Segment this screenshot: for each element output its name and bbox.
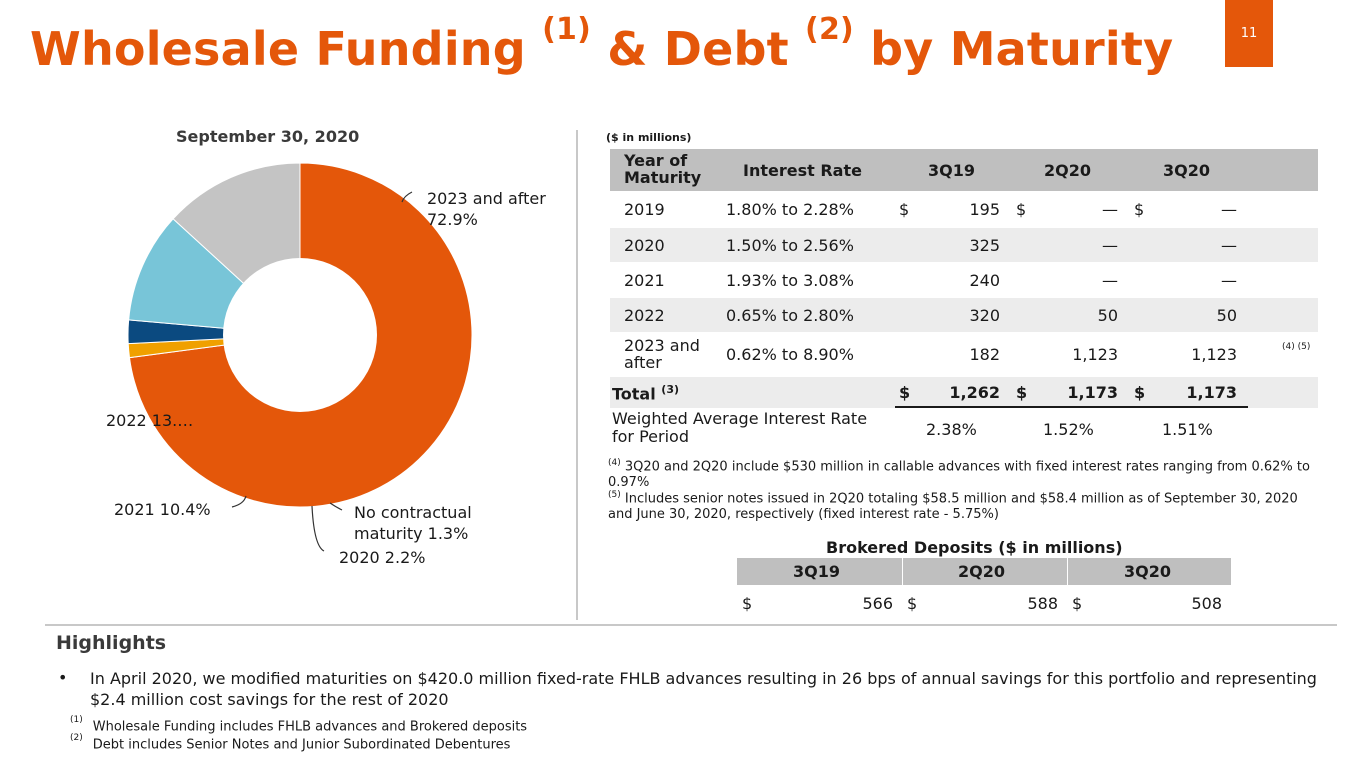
brokered-deposits-title: Brokered Deposits ($ in millions) [826,538,1123,557]
brokered-3q20: 508 [1191,594,1222,613]
header-interest-rate: Interest Rate [743,161,862,180]
cell-dollar: $ [1016,200,1027,219]
table-row: 2023 and after 0.62% to 8.90% 182 1,123 1… [610,332,1318,377]
total-label: Total (3) [612,383,680,404]
horizontal-divider [45,624,1337,626]
weighted-label: Weighted Average Interest Rate for Period [612,409,868,446]
footnote-1: (1) Wholesale Funding includes FHLB advan… [70,715,528,735]
leader-line-no-maturity [329,502,343,511]
cell-2q20: — [1102,200,1118,219]
brokered-row: $ 566 $ 588 $ 508 [737,590,1231,616]
cell-dollar: $ [742,594,753,613]
page-title: Wholesale Funding (1) & Debt (2) by Matu… [30,12,1174,76]
cell-year: 2019 [624,200,665,219]
total-3q19: 1,262 [949,383,1000,402]
total-row: Total (3) $ 1,262 $ 1,173 $ 1,173 [610,377,1318,408]
maturity-table: Year of Maturity Interest Rate 3Q19 2Q20 … [610,149,1318,452]
cell-year: 2020 [624,236,665,255]
highlight-item: In April 2020, we modified maturities on… [90,669,1317,709]
brokered-header: 3Q19 2Q20 3Q20 [737,558,1231,585]
total-3q20: 1,173 [1186,383,1237,402]
cell-2q20: 1,123 [1072,345,1118,364]
cell-rate: 1.80% to 2.28% [726,200,854,219]
header-3q20: 3Q20 [1163,161,1210,180]
row-footnote-ref: (4) (5) [1282,342,1311,352]
bullet-icon: • [58,668,68,687]
brokered-header-2q20: 2Q20 [958,562,1005,581]
brokered-header-3q20: 3Q20 [1124,562,1171,581]
footnote-2: (2) Debt includes Senior Notes and Junior… [70,733,511,753]
cell-2q20: — [1102,236,1118,255]
table-row: 2022 0.65% to 2.80% 320 50 50 [610,298,1318,332]
cell-year: 2022 [624,306,665,325]
units-label: ($ in millions) [606,131,692,144]
slice-label-2021: 2021 10.4% [114,500,211,519]
header-separator [902,558,903,585]
cell-2q20: 50 [1097,306,1118,325]
table-footnote-5: (5) Includes senior notes issued in 2Q20… [608,490,1298,523]
cell-rate: 1.50% to 2.56% [726,236,854,255]
slice-label-2020: 2020 2.2% [339,548,426,567]
cell-3q19: 195 [969,200,1000,219]
brokered-2q20: 588 [1027,594,1058,613]
vertical-divider [576,130,578,620]
cell-dollar: $ [899,200,910,219]
donut-chart [127,162,473,552]
cell-2q20: — [1102,271,1118,290]
cell-year: 2023 and after [624,336,700,372]
leader-line-2020 [311,505,325,552]
header-year-of-maturity: Year of Maturity [624,151,702,187]
cell-3q19: 182 [969,345,1000,364]
table-row: 2021 1.93% to 3.08% 240 — — [610,262,1318,298]
weighted-3q20: 1.51% [1162,420,1213,439]
weighted-2q20: 1.52% [1043,420,1094,439]
cell-3q19: 320 [969,306,1000,325]
cell-dollar: $ [1134,383,1146,402]
header-2q20: 2Q20 [1044,161,1091,180]
header-separator [1067,558,1068,585]
table-row: 2020 1.50% to 2.56% 325 — — [610,228,1318,262]
cell-dollar: $ [907,594,918,613]
slice-label-2022: 2022 13.… [106,411,194,430]
total-2q20: 1,173 [1067,383,1118,402]
cell-rate: 0.62% to 8.90% [726,345,854,364]
weighted-rate-row: Weighted Average Interest Rate for Period… [610,408,1318,452]
cell-dollar: $ [1134,200,1145,219]
brokered-3q19: 566 [862,594,893,613]
brokered-header-3q19: 3Q19 [793,562,840,581]
cell-year: 2021 [624,271,665,290]
cell-dollar: $ [1072,594,1083,613]
cell-rate: 1.93% to 3.08% [726,271,854,290]
chart-title: September 30, 2020 [176,127,360,146]
leader-line-2021 [231,495,247,508]
table-footnote-4: (4) 3Q20 and 2Q20 include $530 million i… [608,458,1310,491]
page-number: 11 [1225,0,1273,67]
cell-3q19: 240 [969,271,1000,290]
slice-label-no-contractual-maturity: No contractual maturity 1.3% [354,503,472,543]
highlights-title: Highlights [56,632,167,654]
cell-dollar: $ [1016,383,1028,402]
cell-3q20: 50 [1216,306,1237,325]
cell-3q20: — [1221,271,1237,290]
leader-line-2023 [401,191,413,203]
weighted-3q19: 2.38% [926,420,977,439]
cell-3q20: 1,123 [1191,345,1237,364]
cell-rate: 0.65% to 2.80% [726,306,854,325]
cell-3q20: — [1221,200,1237,219]
table-header: Year of Maturity Interest Rate 3Q19 2Q20 … [610,149,1318,191]
cell-dollar: $ [899,383,911,402]
cell-3q20: — [1221,236,1237,255]
table-row: 2019 1.80% to 2.28% $ 195 $ — $ — [610,191,1318,228]
total-underline [895,406,1248,408]
donut-hole [223,258,377,412]
slice-label-2023-and-after: 2023 and after 72.9% [427,189,546,229]
header-3q19: 3Q19 [928,161,975,180]
cell-3q19: 325 [969,236,1000,255]
